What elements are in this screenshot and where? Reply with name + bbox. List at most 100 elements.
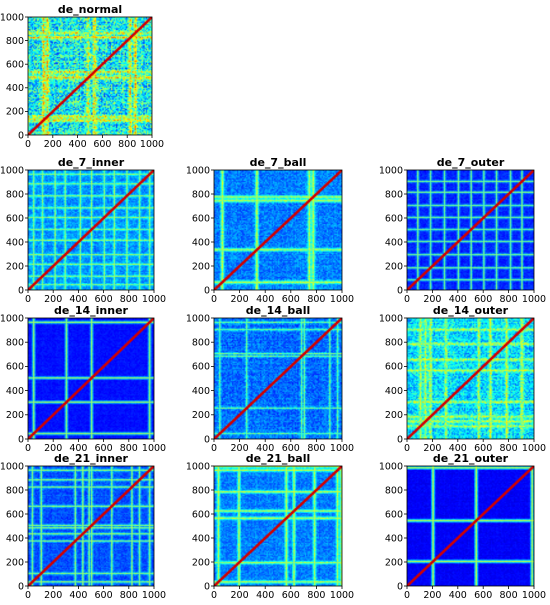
- y-tick-label: 600: [192, 509, 210, 520]
- y-tick-label: 800: [6, 189, 24, 200]
- y-tick-label: 1000: [0, 165, 24, 176]
- heatmap-panel-de-21-ball: de_21_ball 0 200 400 600 800 1000 0 200 400 600 800…: [186, 452, 354, 601]
- y-tick-label: 0: [18, 581, 24, 592]
- y-tick-label: 800: [385, 189, 403, 200]
- panel-title: de_21_outer: [433, 452, 509, 465]
- x-tick-label: 600: [474, 443, 492, 454]
- axes-frame: [27, 317, 155, 440]
- y-tick-label: 0: [397, 581, 403, 592]
- y-tick-label: 200: [6, 261, 24, 272]
- panel-title: de_7_outer: [437, 156, 505, 169]
- y-tick-label: 1000: [0, 12, 24, 23]
- y-tick-label: 800: [192, 338, 210, 349]
- y-tick-label: 200: [385, 261, 403, 272]
- y-tick-label: 1000: [186, 461, 210, 472]
- y-tick-label: 1000: [0, 461, 24, 472]
- y-tick-label: 800: [6, 36, 24, 47]
- x-tick-label: 400: [69, 294, 87, 305]
- y-tick-label: 200: [385, 557, 403, 568]
- y-tick-label: 1000: [186, 313, 210, 324]
- y-tick-label: 1000: [0, 313, 24, 324]
- x-tick-label: 1000: [522, 443, 546, 454]
- y-tick-label: 400: [385, 237, 403, 248]
- x-tick-label: 800: [307, 443, 325, 454]
- panel-title: de_normal: [58, 3, 122, 16]
- heatmap-image-de-normal: [28, 17, 152, 135]
- x-tick-label: 200: [231, 294, 249, 305]
- y-tick-label: 0: [204, 434, 210, 445]
- y-tick-label: 800: [385, 338, 403, 349]
- x-tick-label: 600: [93, 139, 111, 150]
- axes-frame: [406, 169, 535, 291]
- panel-title: de_14_outer: [433, 304, 509, 317]
- x-tick-label: 1000: [522, 294, 546, 305]
- y-tick-label: 200: [6, 557, 24, 568]
- x-tick-label: 0: [211, 590, 217, 601]
- x-tick-label: 0: [404, 590, 410, 601]
- y-tick-label: 1000: [379, 461, 403, 472]
- y-tick-label: 0: [18, 285, 24, 296]
- heatmap-image-de-7-ball: [214, 170, 342, 290]
- heatmap-image-de-21-outer: [407, 466, 534, 586]
- panel-title: de_14_inner: [54, 304, 129, 317]
- x-tick-label: 800: [307, 294, 325, 305]
- y-tick-label: 400: [6, 237, 24, 248]
- heatmap-image-de-14-inner: [28, 318, 154, 439]
- y-tick-label: 400: [385, 386, 403, 397]
- heatmap-image-de-7-outer: [407, 170, 534, 290]
- y-tick-label: 400: [6, 386, 24, 397]
- y-tick-label: 0: [204, 581, 210, 592]
- panel-title: de_21_inner: [54, 452, 129, 465]
- x-tick-label: 600: [95, 590, 113, 601]
- y-tick-label: 600: [6, 213, 24, 224]
- x-tick-label: 600: [282, 294, 300, 305]
- y-tick-label: 400: [6, 83, 24, 94]
- x-tick-label: 400: [256, 590, 274, 601]
- x-tick-label: 600: [95, 294, 113, 305]
- x-tick-label: 800: [120, 443, 138, 454]
- x-tick-label: 600: [474, 590, 492, 601]
- panel-title: de_21_ball: [246, 452, 310, 465]
- x-tick-label: 0: [404, 294, 410, 305]
- x-tick-label: 0: [404, 443, 410, 454]
- x-tick-label: 200: [423, 590, 441, 601]
- x-tick-label: 400: [256, 294, 274, 305]
- y-tick-label: 800: [192, 189, 210, 200]
- x-tick-label: 600: [474, 294, 492, 305]
- x-tick-label: 400: [256, 443, 274, 454]
- y-tick-label: 200: [6, 410, 24, 421]
- axes-frame: [213, 317, 343, 440]
- y-tick-label: 400: [6, 533, 24, 544]
- x-tick-label: 1000: [330, 590, 354, 601]
- y-tick-label: 800: [6, 338, 24, 349]
- x-tick-label: 1000: [330, 443, 354, 454]
- x-tick-label: 0: [25, 590, 31, 601]
- x-tick-label: 0: [25, 139, 31, 150]
- y-tick-label: 800: [385, 485, 403, 496]
- x-tick-label: 200: [44, 139, 62, 150]
- heatmap-panel-de-21-inner: de_21_inner 0 200 400 600 800 1000 0 200 400 600 80…: [0, 452, 166, 601]
- y-tick-label: 0: [18, 434, 24, 445]
- x-tick-label: 400: [69, 139, 87, 150]
- x-tick-label: 200: [423, 443, 441, 454]
- heatmap-image-de-14-outer: [407, 318, 534, 439]
- heatmap-panel-de-21-outer: de_21_outer 0 200 400 600 800 1000 0 200 400 600 80…: [379, 452, 546, 601]
- y-tick-label: 600: [6, 509, 24, 520]
- axes-frame: [406, 465, 535, 587]
- y-tick-label: 200: [192, 557, 210, 568]
- x-tick-label: 200: [423, 294, 441, 305]
- heatmap-image-de-14-ball: [214, 318, 342, 439]
- heatmap-panel-de-14-inner: de_14_inner 0 200 400 600 800 1000 0 200 400 600 80…: [0, 304, 166, 454]
- x-tick-label: 400: [69, 443, 87, 454]
- x-tick-label: 1000: [142, 294, 166, 305]
- panel-title: de_7_inner: [58, 156, 125, 169]
- y-tick-label: 200: [385, 410, 403, 421]
- y-tick-label: 400: [385, 533, 403, 544]
- x-tick-label: 600: [95, 443, 113, 454]
- heatmap-panel-de-7-outer: de_7_outer 0 200 400 600 800 1000 0 200 400 600 800…: [379, 156, 546, 305]
- x-tick-label: 400: [449, 443, 467, 454]
- x-tick-label: 200: [231, 443, 249, 454]
- y-tick-label: 0: [204, 285, 210, 296]
- y-tick-label: 200: [192, 261, 210, 272]
